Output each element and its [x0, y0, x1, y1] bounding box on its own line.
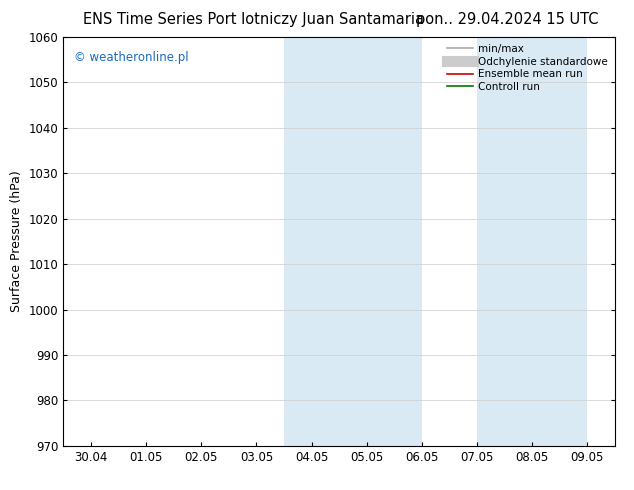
- Text: © weatheronline.pl: © weatheronline.pl: [74, 51, 189, 64]
- Y-axis label: Surface Pressure (hPa): Surface Pressure (hPa): [10, 171, 23, 312]
- Bar: [284, 37, 422, 446]
- Legend: min/max, Odchylenie standardowe, Ensemble mean run, Controll run: min/max, Odchylenie standardowe, Ensembl…: [444, 42, 610, 94]
- Text: ENS Time Series Port lotniczy Juan Santamaria: ENS Time Series Port lotniczy Juan Santa…: [83, 12, 424, 27]
- Text: pon.. 29.04.2024 15 UTC: pon.. 29.04.2024 15 UTC: [416, 12, 598, 27]
- Bar: [477, 37, 588, 446]
